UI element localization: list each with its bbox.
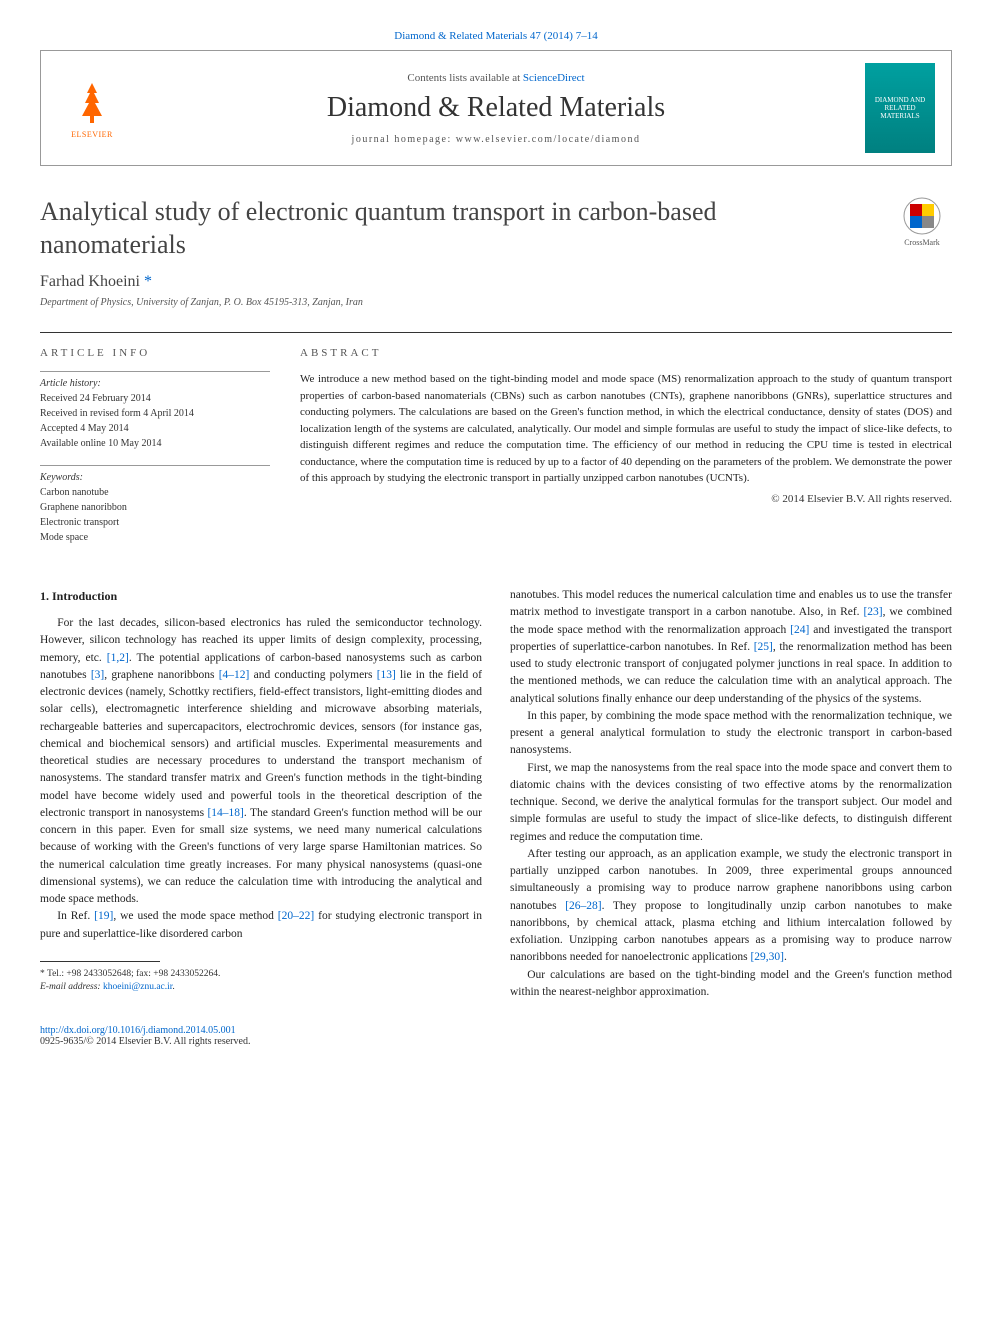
journal-header: ELSEVIER Contents lists available at Sci… bbox=[40, 50, 952, 166]
email-label: E-mail address: bbox=[40, 982, 103, 992]
ref-link[interactable]: [14–18] bbox=[207, 807, 243, 819]
issn-copyright: 0925-9635/© 2014 Elsevier B.V. All right… bbox=[40, 1036, 250, 1047]
title-row: Analytical study of electronic quantum t… bbox=[40, 196, 952, 261]
history-line: Received 24 February 2014 bbox=[40, 391, 270, 406]
abstract: ABSTRACT We introduce a new method based… bbox=[300, 347, 952, 559]
journal-citation-link[interactable]: Diamond & Related Materials 47 (2014) 7–… bbox=[394, 30, 597, 42]
history-line: Available online 10 May 2014 bbox=[40, 436, 270, 451]
ref-link[interactable]: [29,30] bbox=[750, 951, 784, 963]
email-suffix: . bbox=[172, 982, 174, 992]
ref-link[interactable]: [19] bbox=[94, 910, 113, 922]
history-label: Article history: bbox=[40, 378, 270, 389]
text-run: , we used the mode space method bbox=[113, 910, 277, 922]
affiliation: Department of Physics, University of Zan… bbox=[40, 297, 952, 308]
text-run: In Ref. bbox=[57, 910, 94, 922]
corresponding-footnote: * Tel.: +98 2433052648; fax: +98 2433052… bbox=[40, 968, 482, 981]
ref-link[interactable]: [23] bbox=[863, 606, 882, 618]
footnote-separator bbox=[40, 961, 160, 962]
crossmark-label: CrossMark bbox=[904, 238, 940, 247]
ref-link[interactable]: [26–28] bbox=[565, 900, 601, 912]
history-line: Accepted 4 May 2014 bbox=[40, 421, 270, 436]
tel-prefix: * Tel.: bbox=[40, 969, 66, 979]
email-link[interactable]: khoeini@znu.ac.ir bbox=[103, 982, 172, 992]
keywords-block: Keywords: Carbon nanotube Graphene nanor… bbox=[40, 465, 270, 545]
publisher-name: ELSEVIER bbox=[71, 130, 113, 139]
text-run: lie in the field of electronic devices (… bbox=[40, 669, 482, 819]
left-column: 1. Introduction For the last decades, si… bbox=[40, 587, 482, 1001]
sciencedirect-link[interactable]: ScienceDirect bbox=[523, 72, 585, 84]
body-paragraph: nanotubes. This model reduces the numeri… bbox=[510, 587, 952, 708]
ref-link[interactable]: [20–22] bbox=[278, 910, 314, 922]
body-paragraph: For the last decades, silicon-based elec… bbox=[40, 615, 482, 908]
crossmark-badge[interactable]: CrossMark bbox=[892, 196, 952, 256]
corresponding-mark[interactable]: * bbox=[144, 273, 152, 290]
contents-line: Contents lists available at ScienceDirec… bbox=[127, 72, 865, 84]
ref-link[interactable]: [4–12] bbox=[219, 669, 250, 681]
ref-link[interactable]: [24] bbox=[790, 624, 809, 636]
text-run: and conducting polymers bbox=[249, 669, 376, 681]
body-columns: 1. Introduction For the last decades, si… bbox=[40, 587, 952, 1001]
intro-heading: 1. Introduction bbox=[40, 587, 482, 605]
body-paragraph: Our calculations are based on the tight-… bbox=[510, 967, 952, 1002]
author-name: Farhad Khoeini bbox=[40, 273, 140, 290]
header-center: Contents lists available at ScienceDirec… bbox=[127, 72, 865, 145]
fax-prefix: ; fax: bbox=[131, 969, 153, 979]
text-run: , graphene nanoribbons bbox=[104, 669, 218, 681]
author-line: Farhad Khoeini * bbox=[40, 273, 952, 291]
ref-link[interactable]: [1,2] bbox=[107, 652, 129, 664]
right-column: nanotubes. This model reduces the numeri… bbox=[510, 587, 952, 1001]
email-footnote: E-mail address: khoeini@znu.ac.ir. bbox=[40, 981, 482, 994]
crossmark-icon bbox=[902, 196, 942, 236]
ref-link[interactable]: [13] bbox=[377, 669, 396, 681]
body-paragraph: In Ref. [19], we used the mode space met… bbox=[40, 908, 482, 943]
article-info-label: ARTICLE INFO bbox=[40, 347, 270, 359]
keyword: Carbon nanotube bbox=[40, 485, 270, 500]
body-paragraph: After testing our approach, as an applic… bbox=[510, 846, 952, 967]
article-info: ARTICLE INFO Article history: Received 2… bbox=[40, 347, 270, 559]
article-history: Article history: Received 24 February 20… bbox=[40, 371, 270, 451]
keyword: Electronic transport bbox=[40, 515, 270, 530]
abstract-text: We introduce a new method based on the t… bbox=[300, 371, 952, 487]
abstract-label: ABSTRACT bbox=[300, 347, 952, 359]
text-run: . The standard Green's function method w… bbox=[40, 807, 482, 905]
body-paragraph: In this paper, by combining the mode spa… bbox=[510, 708, 952, 760]
keyword: Mode space bbox=[40, 530, 270, 545]
cover-text: DIAMOND AND RELATED MATERIALS bbox=[869, 96, 931, 120]
doi-link[interactable]: http://dx.doi.org/10.1016/j.diamond.2014… bbox=[40, 1025, 236, 1036]
body-paragraph: First, we map the nanosystems from the r… bbox=[510, 760, 952, 846]
text-run: . bbox=[784, 951, 787, 963]
contents-prefix: Contents lists available at bbox=[407, 72, 522, 84]
journal-name: Diamond & Related Materials bbox=[127, 92, 865, 124]
article-title: Analytical study of electronic quantum t… bbox=[40, 196, 760, 261]
elsevier-tree-icon bbox=[67, 78, 117, 128]
journal-cover-thumb: DIAMOND AND RELATED MATERIALS bbox=[865, 63, 935, 153]
journal-citation: Diamond & Related Materials 47 (2014) 7–… bbox=[40, 30, 952, 42]
homepage-line: journal homepage: www.elsevier.com/locat… bbox=[127, 134, 865, 145]
page-footer: http://dx.doi.org/10.1016/j.diamond.2014… bbox=[40, 1025, 952, 1047]
ref-link[interactable]: [25] bbox=[754, 641, 773, 653]
info-abstract-row: ARTICLE INFO Article history: Received 2… bbox=[40, 332, 952, 559]
tel: +98 2433052648 bbox=[66, 969, 131, 979]
ref-link[interactable]: [3] bbox=[91, 669, 104, 681]
history-line: Received in revised form 4 April 2014 bbox=[40, 406, 270, 421]
keyword: Graphene nanoribbon bbox=[40, 500, 270, 515]
homepage-url: www.elsevier.com/locate/diamond bbox=[456, 134, 641, 145]
homepage-prefix: journal homepage: bbox=[352, 134, 456, 145]
publisher-logo: ELSEVIER bbox=[57, 68, 127, 148]
fax: +98 2433052264 bbox=[153, 969, 218, 979]
abstract-copyright: © 2014 Elsevier B.V. All rights reserved… bbox=[300, 493, 952, 505]
keywords-label: Keywords: bbox=[40, 472, 270, 483]
